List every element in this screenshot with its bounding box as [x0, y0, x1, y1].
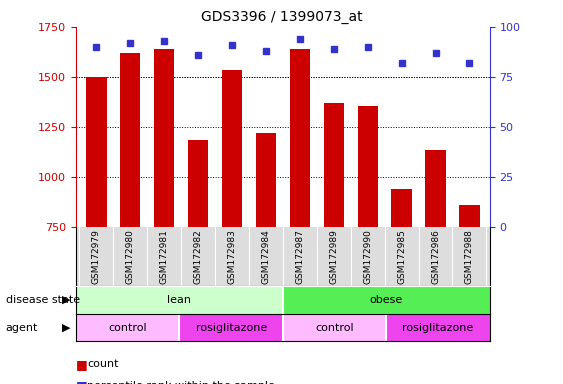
Text: count: count	[87, 359, 119, 369]
Bar	[358, 106, 378, 227]
Bar	[426, 150, 446, 227]
Bar	[154, 49, 175, 227]
Bar	[391, 189, 412, 227]
Text: rosiglitazone: rosiglitazone	[403, 323, 473, 333]
Bar	[386, 314, 490, 341]
Text: ■: ■	[76, 379, 88, 384]
Text: agent: agent	[6, 323, 38, 333]
Text: ■: ■	[76, 358, 88, 371]
Text: GSM172984: GSM172984	[261, 230, 270, 284]
Bar	[283, 314, 386, 341]
Text: GSM172982: GSM172982	[194, 230, 203, 284]
Text: rosiglitazone: rosiglitazone	[195, 323, 267, 333]
Text: GDS3396 / 1399073_at: GDS3396 / 1399073_at	[200, 10, 363, 23]
Text: ▶: ▶	[61, 295, 70, 305]
Bar	[222, 70, 242, 227]
Text: GSM172988: GSM172988	[465, 230, 474, 285]
Text: GSM172990: GSM172990	[363, 230, 372, 285]
Text: GSM172983: GSM172983	[227, 230, 236, 285]
Text: GSM172981: GSM172981	[160, 230, 169, 285]
Text: GSM172980: GSM172980	[126, 230, 135, 285]
Bar	[86, 77, 106, 227]
Bar	[120, 53, 140, 227]
Bar	[76, 286, 283, 314]
Bar	[188, 140, 208, 227]
Text: GSM172985: GSM172985	[397, 230, 406, 285]
Text: GSM172986: GSM172986	[431, 230, 440, 285]
Bar	[324, 103, 344, 227]
Text: obese: obese	[370, 295, 403, 305]
Bar	[76, 314, 180, 341]
Text: percentile rank within the sample: percentile rank within the sample	[87, 381, 275, 384]
Text: disease state: disease state	[6, 295, 80, 305]
Text: GSM172989: GSM172989	[329, 230, 338, 285]
Bar	[459, 205, 480, 227]
Bar	[180, 314, 283, 341]
Text: GSM172979: GSM172979	[92, 230, 101, 285]
Text: control: control	[315, 323, 354, 333]
Text: ▶: ▶	[61, 323, 70, 333]
Text: control: control	[109, 323, 147, 333]
Bar	[256, 133, 276, 227]
Bar	[290, 49, 310, 227]
Text: lean: lean	[167, 295, 191, 305]
Text: GSM172987: GSM172987	[296, 230, 305, 285]
Bar	[283, 286, 490, 314]
